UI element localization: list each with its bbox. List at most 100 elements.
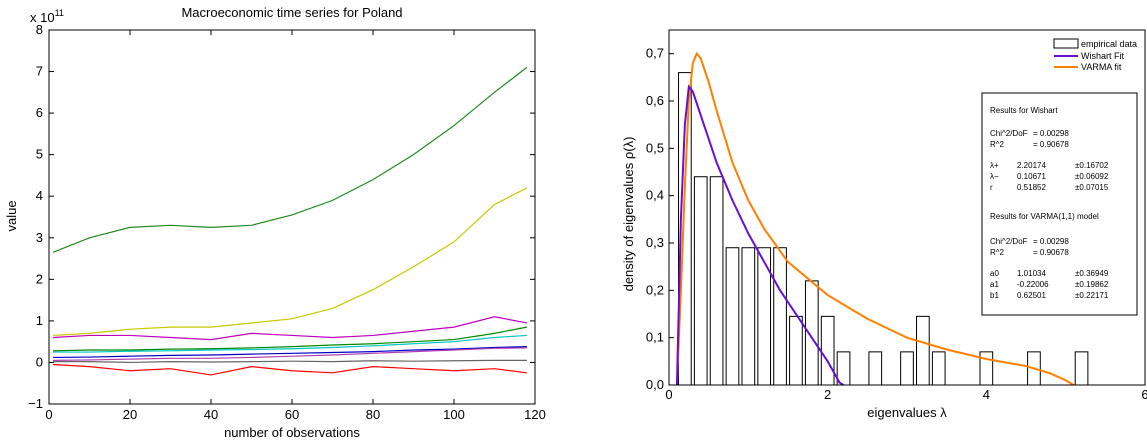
legend-varma-label: VARMA fit xyxy=(1081,62,1122,72)
legend: empirical data Wishart Fit VARMA fit xyxy=(1053,38,1137,72)
legend-empirical-label: empirical data xyxy=(1081,39,1137,49)
histogram-bar-12 xyxy=(900,351,914,386)
results-box: Results for Wishart Chi^2/DoF = 0.00298 R^… xyxy=(981,92,1138,316)
left-series-line-8 xyxy=(53,363,527,376)
wishart-heading: Results for Wishart xyxy=(990,106,1058,115)
wishart-row-value: = 0.00298 xyxy=(1033,129,1069,138)
histogram-bar-3 xyxy=(725,247,740,386)
left-x-tick-label: 100 xyxy=(443,407,465,422)
right-x-tick-label: 2 xyxy=(824,387,831,402)
right-y-axis-label: density of eigenvalues ρ(λ) xyxy=(621,137,636,292)
right-fit-curves xyxy=(675,51,1075,386)
histogram-bar-2 xyxy=(709,176,724,386)
right-x-tick-label: 4 xyxy=(983,387,990,402)
varma-row-value: = 0.90678 xyxy=(1033,248,1069,257)
histogram-bar-6 xyxy=(773,247,787,386)
left-x-tick-label: 60 xyxy=(285,407,299,422)
left-y-tick-label: 1 xyxy=(36,313,43,328)
right-y-tick-label: 0,0 xyxy=(646,377,664,392)
left-x-tick-label: 20 xyxy=(123,407,137,422)
wishart-fit-curve xyxy=(675,84,845,386)
wishart-row-value: 0.51852 xyxy=(1017,183,1046,192)
legend-empirical-swatch xyxy=(1053,38,1079,49)
wishart-row-value: 0.10671 xyxy=(1017,172,1046,181)
wishart-row-name: r xyxy=(990,183,993,192)
left-y-tick-label: 0 xyxy=(36,354,43,369)
left-series-line-5 xyxy=(53,346,527,359)
varma-row-name: a0 xyxy=(990,269,999,278)
varma-heading: Results for VARMA(1,1) model xyxy=(990,212,1099,221)
left-plot-frame xyxy=(48,29,536,405)
varma-row-error: ±0.36949 xyxy=(1075,269,1109,278)
varma-row-value: 0.62501 xyxy=(1017,291,1046,300)
wishart-row-name: λ− xyxy=(990,172,999,181)
right-y-tick-label: 0,7 xyxy=(646,46,664,61)
right-x-tick-label: 6 xyxy=(1141,387,1147,402)
left-series-line-4 xyxy=(53,334,527,353)
varma-row-name: R^2 xyxy=(990,248,1005,257)
wishart-row-value: = 0.90678 xyxy=(1033,140,1069,149)
left-series-line-6 xyxy=(53,347,527,361)
wishart-rows: Chi^2/DoF = 0.00298 R^2 = 0.90678 λ+ 2.20174 ±… xyxy=(990,129,1109,192)
varma-row-name: a1 xyxy=(990,280,999,289)
right-y-tick-label: 0,4 xyxy=(646,188,664,203)
varma-row-error: ±0.22171 xyxy=(1075,291,1109,300)
histogram-bar-15 xyxy=(979,351,994,386)
right-y-tick-label: 0,5 xyxy=(646,140,664,155)
left-x-tick-label: 80 xyxy=(366,407,380,422)
right-y-tick-label: 0,2 xyxy=(646,282,664,297)
left-y-tick-label: −1 xyxy=(28,396,43,411)
left-y-tick-label: 2 xyxy=(36,271,43,286)
histogram-bar-7 xyxy=(789,315,803,386)
histogram-bar-4 xyxy=(741,247,756,386)
histogram-bar-1 xyxy=(693,176,708,386)
left-series-line-2 xyxy=(53,316,528,341)
varma-fit-curve xyxy=(675,51,1075,386)
histogram-bar-8 xyxy=(804,280,819,386)
left-series-line-0 xyxy=(52,66,528,253)
right-chart: eigenvalues λ density of eigenvalues ρ(λ… xyxy=(621,29,1147,420)
wishart-row-error: ±0.06092 xyxy=(1075,172,1109,181)
right-x-tick-label: 0 xyxy=(665,387,672,402)
histogram-bar-11 xyxy=(868,351,883,386)
right-y-tick-label: 0,1 xyxy=(646,330,664,345)
varma-row-value: = 0.00298 xyxy=(1033,237,1069,246)
left-y-tick-label: 4 xyxy=(36,188,43,203)
left-x-axis-label: number of observations xyxy=(224,425,360,440)
varma-row-name: Chi^2/DoF xyxy=(990,237,1028,246)
left-x-tick-label: 40 xyxy=(204,407,218,422)
varma-row-value: -0.22006 xyxy=(1017,280,1049,289)
histogram-bar-17 xyxy=(1074,351,1089,386)
left-y-tick-label: 3 xyxy=(36,230,43,245)
wishart-row-error: ±0.16702 xyxy=(1075,161,1109,170)
left-series-line-7 xyxy=(53,359,527,364)
left-x-tick-label: 120 xyxy=(524,407,546,422)
left-x-tick-label: 0 xyxy=(45,407,52,422)
right-y-tick-label: 0,3 xyxy=(646,235,664,250)
wishart-row-name: λ+ xyxy=(990,161,999,170)
left-y-tick-label: 6 xyxy=(36,105,43,120)
wishart-row-value: 2.20174 xyxy=(1017,161,1046,170)
legend-wishart-label: Wishart Fit xyxy=(1081,51,1125,61)
histogram-bar-9 xyxy=(820,315,835,386)
varma-row-error: ±0.19862 xyxy=(1075,280,1109,289)
left-series-line-3 xyxy=(53,326,528,352)
left-series-lines xyxy=(52,66,528,376)
wishart-row-name: R^2 xyxy=(990,140,1005,149)
wishart-row-name: Chi^2/DoF xyxy=(990,129,1028,138)
varma-row-value: 1.01034 xyxy=(1017,269,1046,278)
left-chart: Macroeconomic time series for Poland x 1… xyxy=(4,5,546,440)
left-exponent-label: x 1011 xyxy=(30,8,64,25)
right-ticks: 0 2 4 6 0,0 0,1 0,2 0,3 0,4 0,5 0,6 0,7 xyxy=(646,46,1147,402)
varma-rows: Chi^2/DoF = 0.00298 R^2 = 0.90678 a0 1.01034 ±… xyxy=(990,237,1109,300)
right-plot-frame xyxy=(668,29,1146,386)
left-y-tick-label: 7 xyxy=(36,64,43,79)
left-exponent-base: x 10 xyxy=(30,10,55,25)
histogram-bar-13 xyxy=(916,315,930,386)
left-y-tick-label: 8 xyxy=(36,22,43,37)
left-chart-title: Macroeconomic time series for Poland xyxy=(181,5,402,20)
histogram-bar-14 xyxy=(931,351,946,386)
left-series-line-1 xyxy=(53,187,528,337)
left-y-tick-label: 5 xyxy=(36,147,43,162)
